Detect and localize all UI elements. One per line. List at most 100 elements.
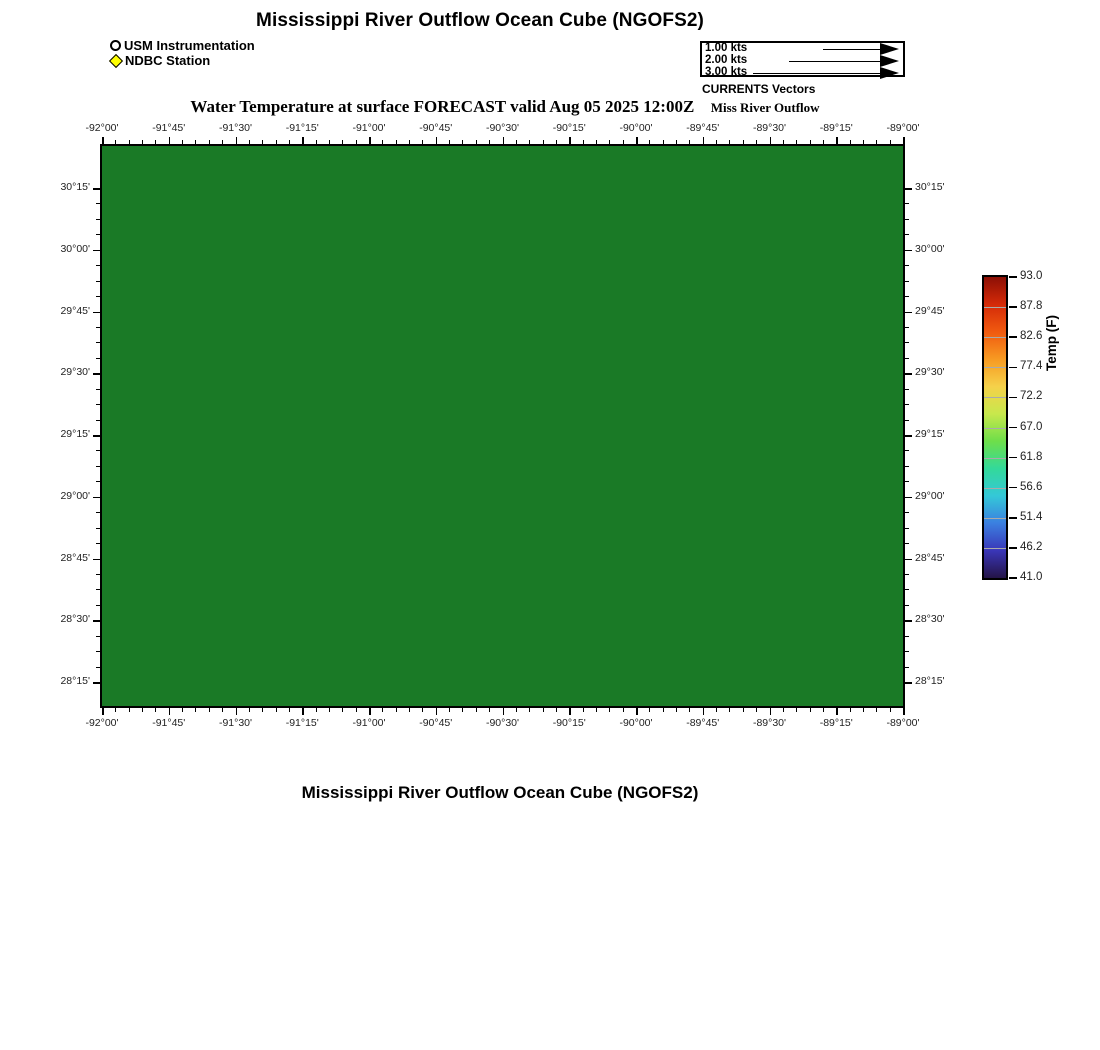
axis-tick (649, 140, 651, 144)
axis-tick (288, 140, 290, 144)
axis-tick-label: -89°00' (886, 717, 920, 729)
arrow-head-icon (880, 67, 899, 79)
axis-tick (489, 140, 491, 144)
axis-tick (96, 635, 100, 637)
axis-tick-label: -89°15' (819, 122, 853, 134)
colorbar-divider (984, 367, 1006, 369)
axis-tick (515, 140, 517, 144)
axis-tick (409, 708, 411, 712)
axis-tick (96, 265, 100, 267)
axis-tick (905, 543, 909, 545)
axis-tick (796, 708, 798, 712)
axis-tick-label: 28°15' (915, 675, 945, 687)
axis-tick (769, 137, 772, 144)
vector-scale-label: 3.00 kts (705, 66, 748, 78)
axis-tick (288, 708, 290, 712)
axis-tick (275, 708, 277, 712)
axis-tick-label: -89°30' (752, 122, 787, 134)
axis-tick (905, 234, 909, 236)
axis-tick (96, 543, 100, 545)
axis-tick (595, 140, 597, 144)
currents-vector-caption: CURRENTS Vectors (702, 82, 816, 96)
axis-tick (905, 388, 909, 390)
vector-shaft-icon (789, 61, 881, 62)
axis-tick (905, 435, 912, 437)
axis-tick-label: -89°30' (752, 717, 787, 729)
axis-tick-label: -90°45' (419, 717, 453, 729)
page-title: Mississippi River Outflow Ocean Cube (NG… (256, 10, 704, 31)
vector-scale-row: 3.00 kts (702, 66, 903, 79)
axis-tick (905, 280, 909, 282)
axis-tick (248, 140, 250, 144)
vector-scale-label: 2.00 kts (705, 54, 748, 66)
axis-tick-label: 30°15' (60, 181, 90, 193)
axis-tick (182, 708, 184, 712)
axis-tick (93, 311, 100, 314)
axis-tick (102, 708, 104, 715)
axis-tick (636, 708, 638, 715)
axis-tick (905, 635, 909, 637)
axis-tick (315, 140, 317, 144)
legend-item-ndbc: NDBC Station (108, 53, 255, 68)
axis-tick-label: -90°15' (552, 122, 586, 134)
colorbar-tick-label: 72.2 (1020, 390, 1043, 403)
axis-tick (716, 140, 718, 144)
colorbar-tick-label: 46.2 (1020, 540, 1043, 553)
axis-tick (836, 708, 838, 715)
axis-tick (903, 708, 905, 715)
axis-tick (435, 137, 438, 144)
axis-tick (905, 326, 909, 328)
axis-tick (142, 708, 144, 712)
axis-tick (742, 140, 744, 144)
axis-tick (582, 140, 584, 144)
axis-tick (905, 465, 909, 467)
axis-tick (96, 651, 100, 653)
axis-tick-label: -90°30' (485, 122, 520, 134)
axis-tick (662, 708, 664, 712)
axis-tick (729, 140, 731, 144)
axis-tick (905, 558, 912, 561)
axis-tick (93, 188, 100, 190)
axis-tick (905, 573, 909, 575)
vector-shaft-icon (753, 73, 881, 74)
axis-tick (905, 357, 909, 359)
axis-tick (96, 203, 100, 205)
axis-tick-label: 30°00' (60, 242, 90, 255)
colorbar-divider (984, 337, 1006, 339)
currents-vector-scale: 1.00 kts 2.00 kts 3.00 kts (700, 41, 905, 79)
axis-tick (622, 708, 624, 712)
axis-tick (889, 140, 891, 144)
colorbar-tick (1009, 366, 1017, 369)
axis-tick (905, 265, 909, 267)
axis-tick (809, 140, 811, 144)
axis-tick (905, 342, 909, 344)
axis-tick-label: -91°15' (285, 122, 319, 134)
axis-tick (905, 249, 912, 252)
axis-tick-label: 28°30' (915, 613, 945, 626)
axis-tick-label: 29°00' (915, 489, 945, 502)
axis-tick (716, 708, 718, 712)
axis-tick (96, 573, 100, 575)
axis-tick-label: -91°45' (152, 122, 186, 134)
axis-tick (905, 604, 909, 606)
axis-tick (782, 708, 784, 712)
colorbar-tick-label: 77.4 (1020, 360, 1043, 373)
axis-tick (862, 140, 864, 144)
axis-tick (649, 708, 651, 712)
diamond-icon (108, 53, 124, 68)
axis-tick (609, 140, 611, 144)
axis-tick (96, 357, 100, 359)
axis-tick (689, 140, 691, 144)
figure-caption: Mississippi River Outflow Ocean Cube (NG… (301, 783, 699, 802)
map-plot-area[interactable] (100, 144, 905, 708)
axis-tick (102, 137, 104, 144)
axis-tick (836, 137, 838, 144)
axis-tick-label: -91°30' (218, 717, 253, 729)
forecast-subtitle-suffix: Miss River Outflow (710, 100, 820, 115)
axis-tick (676, 140, 678, 144)
legend-label-usm: USM Instrumentation (124, 38, 255, 53)
axis-tick (849, 708, 851, 712)
axis-tick (96, 280, 100, 282)
axis-tick (876, 140, 878, 144)
axis-tick (905, 496, 912, 499)
